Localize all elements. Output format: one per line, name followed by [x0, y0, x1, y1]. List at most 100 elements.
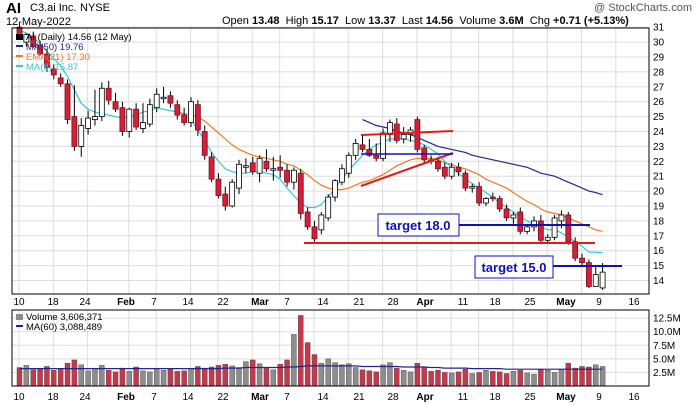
x-axis-labels-middle: 10 18 24 Feb 7 14 22 Mar 7 14 21 28 Apr 11 18 25 May 9 16: [13, 297, 640, 308]
candle-body: [119, 107, 126, 132]
x-tick-label: 10: [13, 392, 25, 403]
volume-bar: [455, 371, 462, 387]
volume-bar: [538, 369, 544, 387]
legend-swatch-volume: [16, 314, 23, 320]
volume-bar: [112, 371, 119, 387]
x-tick-label: 10: [13, 297, 25, 308]
legend-swatch-vol-ma: [16, 325, 23, 327]
candle-body: [277, 166, 284, 171]
candle-body: [249, 162, 256, 173]
price-tick-label: 28: [653, 67, 665, 78]
price-tick-label: 22: [653, 157, 665, 168]
candle-body: [242, 165, 249, 168]
x-tick-label: 14: [182, 392, 194, 403]
volume-bar: [30, 369, 36, 387]
volume-value: 3.6M: [499, 15, 524, 27]
volume-bar: [16, 367, 23, 387]
x-tick-label: 7: [284, 297, 290, 308]
volume-bar: [339, 364, 345, 387]
x-tick-label: May: [556, 392, 576, 403]
x-tick-label: 9: [596, 392, 602, 403]
volume-bar: [57, 368, 64, 387]
volume-bar: [263, 367, 270, 387]
volume-bar: [174, 371, 180, 387]
open-value: 13.48: [251, 15, 280, 27]
low-label: Low: [344, 15, 366, 27]
x-tick-label: 7: [151, 392, 157, 403]
candle-body: [153, 93, 160, 109]
volume-ma-line: [19, 365, 603, 370]
volume-bar: [442, 372, 448, 387]
candle-body: [537, 220, 544, 241]
volume-bar: [64, 363, 71, 387]
candle-body: [496, 198, 503, 210]
volume-bar: [524, 372, 530, 387]
volume-bar: [352, 367, 359, 387]
candle-body: [393, 123, 400, 141]
x-tick-label: 16: [628, 297, 640, 308]
candle-body: [469, 186, 476, 189]
volume-bar: [188, 368, 194, 387]
price-grid: [12, 26, 649, 294]
legend-swatch-ma50: [16, 45, 23, 47]
volume-bar: [572, 367, 578, 387]
candle-body: [524, 226, 531, 232]
price-tick-label: 25: [653, 112, 665, 123]
x-tick-label: 28: [387, 392, 399, 403]
volume-tick-label: 12.5M: [653, 314, 681, 325]
candle-body: [30, 35, 37, 47]
candle-body: [64, 83, 71, 120]
candle-body: [503, 208, 510, 219]
x-axis-labels-bottom: 10 18 24 Feb 7 14 22 Mar 7 14 21 28 Apr 11 18 25 May 9 16: [13, 392, 640, 403]
volume-bar: [236, 367, 242, 387]
volume-bar: [407, 371, 414, 387]
volume-legend: Volume 3,606,371 MA(60) 3,088,489: [16, 312, 103, 333]
candle-body: [85, 117, 91, 129]
x-tick-label: 22: [217, 297, 229, 308]
volume-tick-label: 10.0M: [653, 327, 681, 338]
candle-body: [98, 87, 105, 118]
candle-body: [50, 68, 57, 76]
volume-bar: [394, 367, 400, 387]
resistance-trendline: [360, 130, 454, 136]
chg-value: +0.71 (+5.13%): [553, 15, 629, 27]
volume-tick-label: 2.5M: [653, 368, 675, 379]
candle-body: [345, 154, 352, 174]
x-tick-label: 22: [217, 392, 229, 403]
chg-label: Chg: [529, 15, 550, 27]
x-tick-label: Feb: [117, 297, 135, 308]
candle-body: [510, 214, 517, 219]
candle-body: [37, 44, 43, 55]
candle-body: [194, 104, 201, 131]
candle-body: [284, 169, 290, 183]
candle-body: [167, 95, 174, 104]
candle-body: [572, 241, 579, 259]
candle-body: [455, 166, 462, 173]
volume-bar: [133, 366, 139, 387]
volume-bar: [565, 363, 571, 387]
candle-body: [92, 116, 98, 120]
volume-bar: [366, 370, 373, 387]
x-tick-label: 18: [489, 297, 501, 308]
exchange-name: NYSE: [80, 2, 110, 14]
price-tick-label: 21: [653, 172, 665, 183]
candle-body: [57, 77, 64, 85]
legend-ma8: MA(8) 15.87: [26, 62, 78, 73]
open-label: Open: [222, 15, 249, 27]
price-tick-label: 23: [653, 142, 665, 153]
price-axis: 14 15 16 17 18 19 20 21 22 23 24 25 26 27 28 29 30 31: [653, 23, 665, 287]
candle-body: [160, 96, 167, 100]
candle-body: [256, 157, 263, 174]
candle-body: [359, 144, 366, 150]
volume-bar: [140, 370, 146, 387]
last-value: 14.56: [425, 15, 454, 27]
candle-body: [208, 156, 215, 180]
moving-average-lines: [19, 29, 603, 254]
volume-bar: [497, 371, 503, 387]
annotations: target 18.0 target 15.0: [304, 130, 622, 279]
candle-body: [339, 168, 345, 183]
volume-bar: [208, 366, 215, 387]
x-tick-label: 28: [387, 297, 399, 308]
high-value: 15.17: [311, 15, 339, 27]
